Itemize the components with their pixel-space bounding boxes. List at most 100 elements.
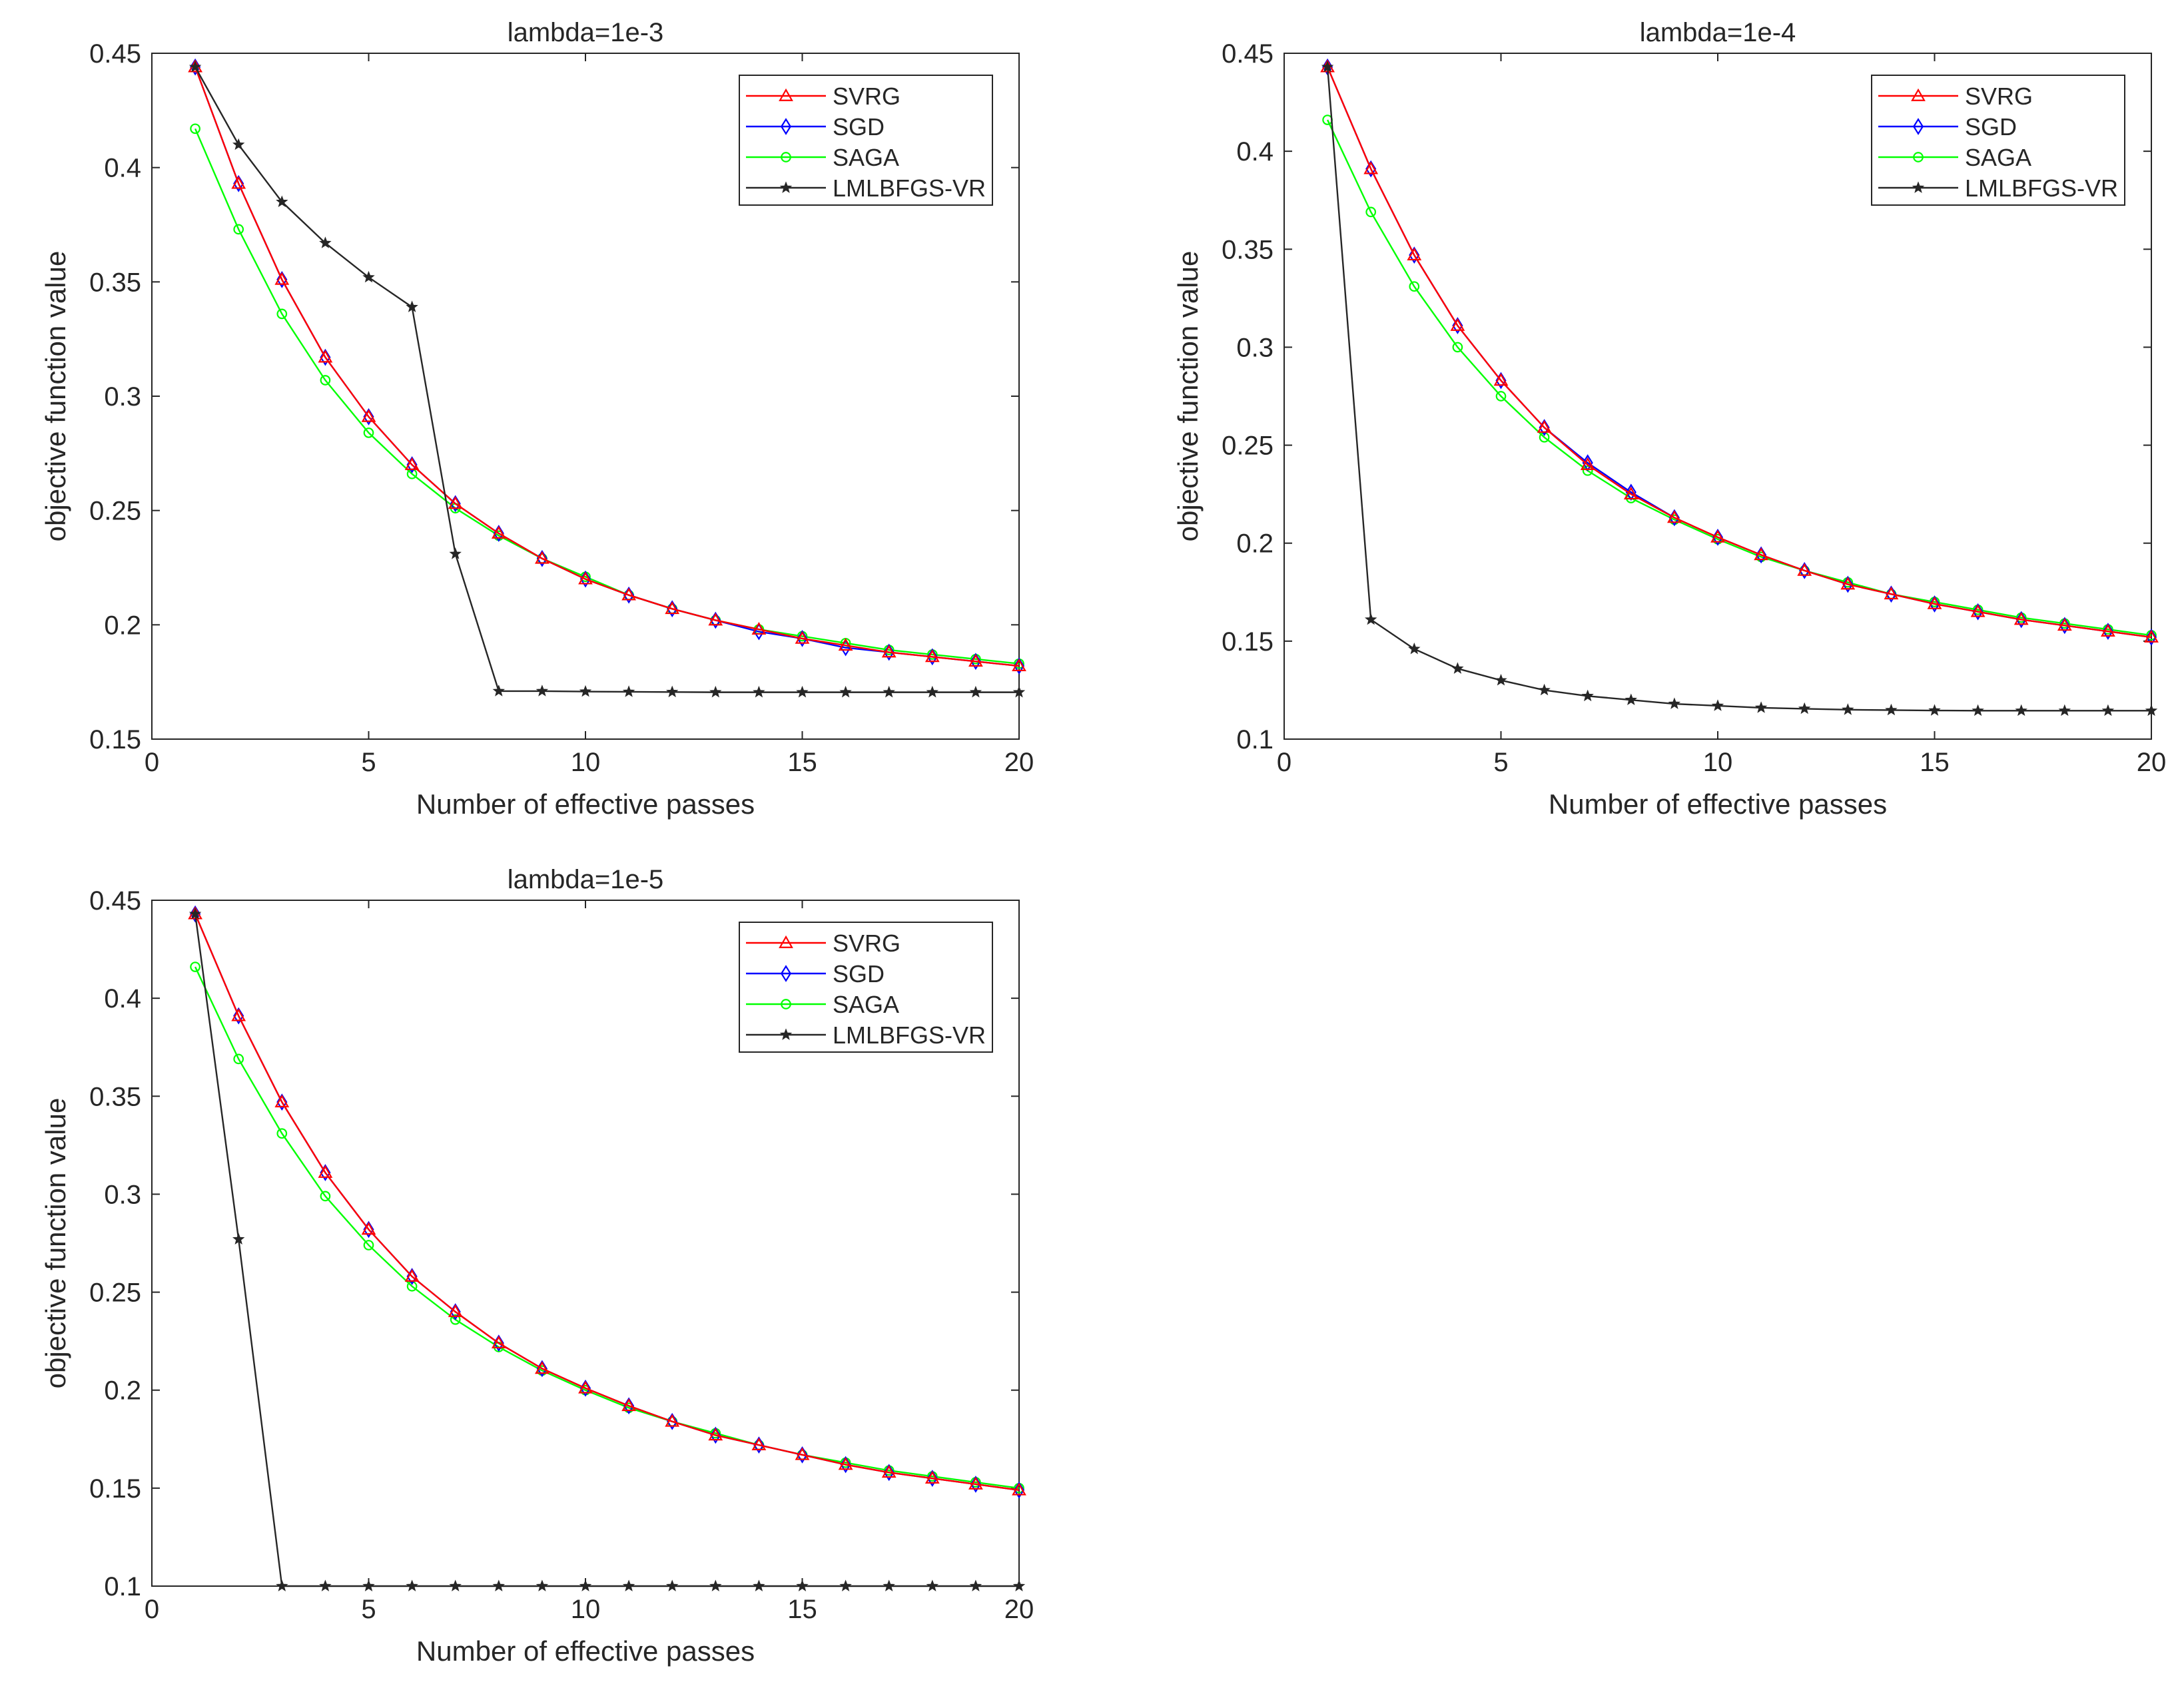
point-svrg	[535, 1361, 549, 1374]
y-tick-label: 0.2	[1236, 529, 1274, 559]
point-svrg	[924, 649, 940, 663]
point-svrg	[1407, 247, 1422, 260]
legend-entry-saga: SAGA	[1878, 144, 2031, 171]
legend-marker	[1911, 88, 1926, 101]
y-tick-label: 0.25	[89, 497, 141, 526]
legend-label: SGD	[833, 113, 885, 140]
point-svrg	[1450, 318, 1465, 331]
point-svrg	[751, 1437, 767, 1450]
point-lmlbfgs-vr	[1928, 704, 1941, 716]
point-svrg	[1797, 563, 1812, 576]
point-svrg	[448, 496, 463, 509]
y-tick-label: 0.3	[104, 382, 141, 412]
x-tick-label: 20	[1004, 1595, 1034, 1624]
legend: SVRG SGD SAGA LMLBFGS-VR	[1871, 75, 2125, 206]
legend-marker	[780, 965, 792, 982]
point-sgd	[970, 1476, 981, 1493]
point-sgd	[276, 271, 288, 288]
series-lmlbfgs-vr	[188, 907, 1026, 1591]
y-tick-label: 0.45	[89, 886, 141, 916]
point-saga	[276, 1128, 288, 1139]
point-saga	[190, 123, 200, 135]
legend-entry-saga: SAGA	[746, 991, 899, 1018]
legend: SVRG SGD SAGA LMLBFGS-VR	[739, 75, 993, 206]
point-sgd	[883, 643, 895, 661]
point-sgd	[1625, 483, 1637, 501]
point-svrg	[968, 654, 983, 667]
point-svrg	[621, 1398, 636, 1412]
point-saga	[1495, 391, 1507, 402]
point-sgd	[1929, 595, 1940, 613]
point-svrg	[795, 1447, 810, 1460]
point-lmlbfgs-vr	[1364, 613, 1377, 625]
point-sgd	[1013, 657, 1025, 675]
point-sgd	[2015, 611, 2027, 629]
point-lmlbfgs-vr	[1625, 693, 1638, 705]
point-lmlbfgs-vr	[796, 1579, 809, 1591]
point-lmlbfgs-vr	[665, 1579, 679, 1591]
legend-entry-lmlbfgs-vr: LMLBFGS-VR	[746, 174, 986, 202]
y-tick-label: 0.45	[89, 39, 141, 69]
point-lmlbfgs-vr	[883, 685, 895, 698]
point-svrg	[2144, 629, 2159, 643]
point-saga	[320, 1191, 331, 1202]
point-sgd	[883, 1464, 895, 1482]
point-sgd	[926, 648, 938, 666]
point-svrg	[2101, 623, 2115, 637]
point-lmlbfgs-vr	[536, 685, 549, 697]
point-svrg	[535, 551, 549, 564]
point-lmlbfgs-vr	[1408, 642, 1421, 655]
point-sgd	[1013, 1481, 1025, 1499]
legend-label: SVRG	[1965, 83, 2033, 110]
chart-title: lambda=1e-3	[508, 18, 664, 47]
legend-label: LMLBFGS-VR	[833, 174, 986, 202]
point-lmlbfgs-vr	[362, 270, 375, 283]
y-tick-label: 0.3	[1236, 333, 1274, 362]
point-saga	[1539, 431, 1550, 443]
point-lmlbfgs-vr	[406, 300, 418, 312]
point-saga	[233, 224, 244, 235]
x-tick-label: 0	[145, 1595, 159, 1624]
point-sgd	[710, 611, 721, 629]
point-svrg	[404, 1268, 420, 1282]
point-svrg	[491, 525, 506, 539]
point-svrg	[274, 272, 290, 285]
point-sgd	[1886, 585, 1897, 603]
point-svrg	[1710, 529, 1725, 543]
point-lmlbfgs-vr	[232, 138, 245, 150]
point-svrg	[1493, 373, 1509, 386]
point-svrg	[1363, 161, 1379, 174]
point-svrg	[274, 1094, 290, 1107]
point-lmlbfgs-vr	[1321, 60, 1334, 73]
point-sgd	[1452, 317, 1463, 334]
point-lmlbfgs-vr	[492, 1579, 506, 1591]
point-lmlbfgs-vr	[188, 907, 202, 920]
point-svrg	[1623, 486, 1638, 499]
point-lmlbfgs-vr	[1842, 703, 1854, 715]
point-svrg	[968, 1476, 983, 1490]
point-lmlbfgs-vr	[406, 1579, 418, 1591]
point-saga	[406, 1280, 418, 1292]
point-svrg	[665, 601, 680, 615]
point-svrg	[318, 1165, 333, 1178]
point-lmlbfgs-vr	[1495, 674, 1507, 686]
legend-label: LMLBFGS-VR	[833, 1021, 986, 1049]
point-lmlbfgs-vr	[753, 685, 765, 698]
legend-label: SAGA	[833, 991, 899, 1018]
series-lmlbfgs-vr	[188, 60, 1026, 698]
x-axis-label: Number of effective passes	[1549, 788, 1887, 820]
point-sgd	[926, 1470, 938, 1488]
point-lmlbfgs-vr	[1711, 699, 1724, 711]
point-saga	[1365, 206, 1377, 218]
point-svrg	[838, 638, 853, 651]
legend-marker	[1913, 152, 1924, 162]
x-axis-label: Number of effective passes	[416, 1635, 755, 1667]
legend-entry-lmlbfgs-vr: LMLBFGS-VR	[1878, 174, 2118, 202]
point-svrg	[1667, 510, 1682, 523]
x-tick-label: 0	[1277, 748, 1291, 777]
point-svrg	[708, 613, 723, 626]
point-sgd	[1582, 454, 1593, 471]
point-lmlbfgs-vr	[969, 1579, 982, 1591]
point-svrg	[491, 1335, 506, 1348]
